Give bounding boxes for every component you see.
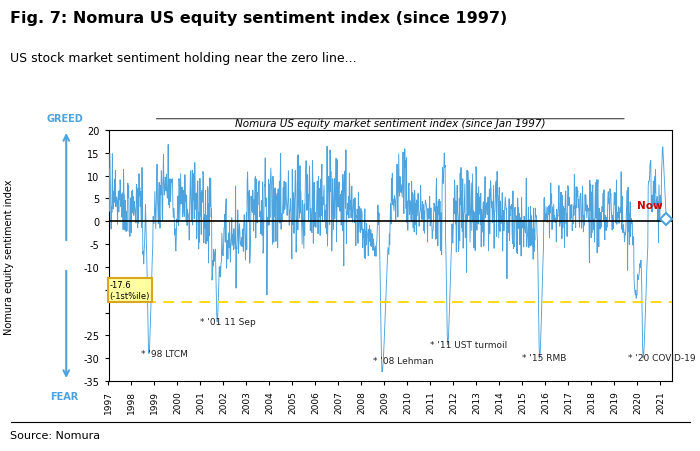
Text: * '11 UST turmoil: * '11 UST turmoil: [430, 340, 508, 349]
Text: -17.6
(-1st%ile): -17.6 (-1st%ile): [110, 281, 150, 300]
Text: * '01 11 Sep: * '01 11 Sep: [200, 317, 256, 326]
Text: Fig. 7: Nomura US equity sentiment index (since 1997): Fig. 7: Nomura US equity sentiment index…: [10, 11, 508, 26]
Text: * '98 LTCM: * '98 LTCM: [141, 349, 188, 358]
Text: Now: Now: [637, 200, 663, 211]
Text: US stock market sentiment holding near the zero line...: US stock market sentiment holding near t…: [10, 52, 357, 65]
Text: GREED: GREED: [46, 113, 83, 123]
Text: Nomura equity sentiment index: Nomura equity sentiment index: [4, 179, 13, 335]
Title: Nomura US equity market sentiment index (since Jan 1997): Nomura US equity market sentiment index …: [235, 119, 545, 129]
Text: Source: Nomura: Source: Nomura: [10, 430, 101, 440]
Text: * '20 COVID-19: * '20 COVID-19: [629, 354, 696, 363]
Text: * '08 Lehman: * '08 Lehman: [373, 356, 433, 365]
Text: * '15 RMB: * '15 RMB: [522, 354, 567, 363]
Text: FEAR: FEAR: [50, 391, 78, 401]
